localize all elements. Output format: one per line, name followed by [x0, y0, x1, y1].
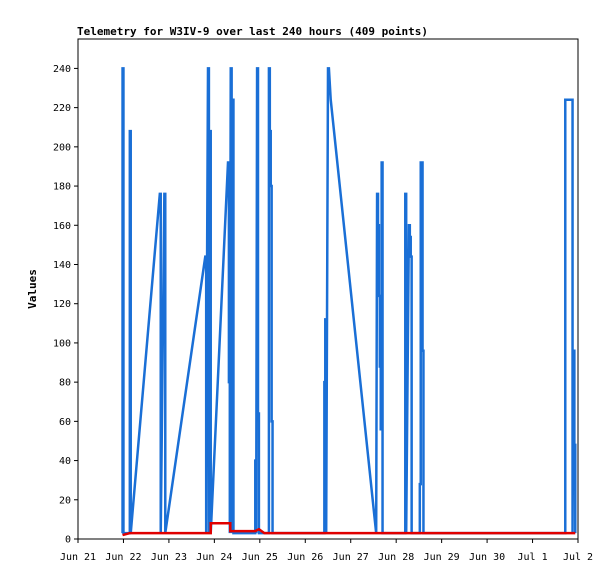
y-tick-label: 240 [53, 64, 71, 75]
x-axis-ticks: Jun 21 Jun 22 Jun 23 Jun 24 Jun 25 Jun 26 Jun … [60, 539, 593, 563]
x-tick-label: Jun 28 [378, 552, 414, 563]
y-tick-label: 80 [59, 378, 71, 389]
chart-title: Telemetry for W3IV-9 over last 240 hours… [77, 25, 428, 38]
x-tick-label: Jun 26 [287, 552, 323, 563]
x-tick-label: Jun 23 [151, 552, 187, 563]
y-tick-label: 100 [53, 338, 71, 349]
y-tick-label: 20 [59, 495, 71, 506]
series-layer [121, 67, 577, 537]
x-tick-label: Jun 25 [242, 552, 278, 563]
x-tick-label: Jun 29 [424, 552, 460, 563]
x-tick-label: Jun 30 [469, 552, 505, 563]
y-tick-label: 140 [53, 260, 71, 271]
x-tick-label: Jun 24 [196, 552, 232, 563]
x-tick-label: Jul 1 [517, 552, 547, 563]
x-tick-label: Jun 21 [60, 552, 96, 563]
y-tick-label: 180 [53, 182, 71, 193]
y-tick-label: 0 [65, 535, 71, 546]
x-tick-label: Jun 22 [105, 552, 141, 563]
x-tick-label: Jul 2 [563, 552, 593, 563]
y-tick-label: 160 [53, 221, 71, 232]
x-tick-label: Jun 27 [333, 552, 369, 563]
series-line-1 [121, 67, 577, 535]
y-axis-ticks: 0 20 40 60 80 100 120 140 160 180 200 220 240 [53, 64, 78, 546]
y-tick-label: 200 [53, 142, 71, 153]
y-tick-label: 220 [53, 103, 71, 114]
series-line-2 [122, 522, 576, 537]
y-tick-label: 120 [53, 299, 71, 310]
plot-frame [77, 38, 579, 540]
y-tick-label: 60 [59, 417, 71, 428]
y-tick-label: 40 [59, 456, 71, 467]
y-axis-label: Values [26, 269, 39, 309]
